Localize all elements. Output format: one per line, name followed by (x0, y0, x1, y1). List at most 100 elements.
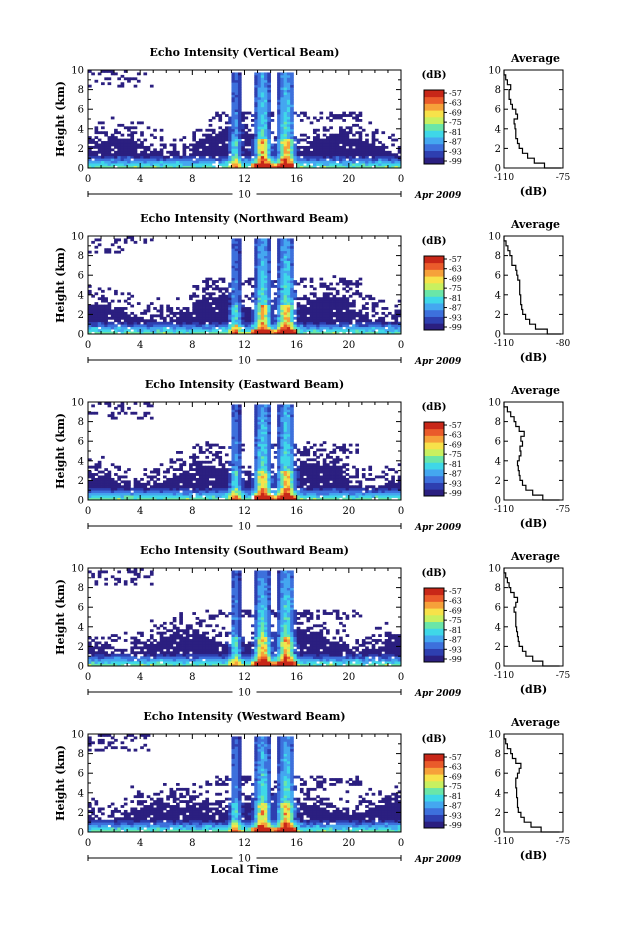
colorbar-swatch (424, 469, 444, 477)
avg-y-tick-label: 10 (488, 564, 501, 575)
colorbar-swatch (424, 455, 444, 463)
panel-3: Echo Intensity (Eastward Beam) 0 2 4 6 8 10 Hei… (54, 378, 571, 533)
colorbar-swatch (424, 780, 444, 789)
colorbar-swatch (424, 767, 444, 775)
y-tick-label: 10 (71, 232, 84, 243)
avg-x-axis-label: (dB) (520, 185, 547, 198)
y-tick-label: 10 (71, 398, 84, 409)
colorbar-unit: (dB) (422, 734, 447, 745)
average-frame (503, 69, 564, 169)
colorbar-tick-label: -57 (449, 753, 462, 762)
y-tick-label: 6 (78, 271, 84, 282)
avg-x-tick-label: -110 (494, 339, 514, 349)
avg-x-axis-label: (dB) (520, 517, 547, 530)
x-tick-label: 0 (398, 340, 404, 351)
y-tick-label: 0 (78, 330, 84, 341)
x-tick-label: 0 (85, 340, 91, 351)
colorbar-tick-label: -57 (449, 587, 462, 596)
colorbar-tick-label: -75 (449, 118, 462, 127)
heatmap-cells (88, 236, 402, 335)
average-title: Average (510, 384, 560, 397)
colorbar-swatch (424, 103, 444, 111)
y-tick-label: 2 (78, 310, 84, 321)
y-axis-label: Height (km) (54, 247, 67, 323)
avg-x-tick-label: -80 (556, 339, 571, 349)
avg-x-tick-label: -75 (556, 671, 571, 681)
date-label: Apr 2009 (414, 523, 462, 533)
colorbar-tick-label: -69 (449, 274, 462, 283)
y-tick-label: 10 (71, 66, 84, 77)
colorbar-unit: (dB) (422, 70, 447, 81)
colorbar-tick-label: -93 (449, 645, 462, 654)
average-frame (503, 733, 564, 833)
x-axis-label: Local Time (211, 863, 279, 876)
avg-x-axis-label: (dB) (520, 351, 547, 364)
panel-title: Echo Intensity (Eastward Beam) (145, 378, 344, 391)
avg-y-tick-label: 6 (495, 603, 501, 614)
colorbar-tick-label: -63 (449, 265, 462, 274)
panel-title: Echo Intensity (Westward Beam) (143, 710, 345, 723)
day-label: 10 (238, 522, 251, 533)
y-tick-label: 4 (78, 788, 84, 799)
colorbar-tick-label: -75 (449, 284, 462, 293)
x-tick-label: 0 (85, 838, 91, 849)
colorbar-swatch (424, 774, 444, 782)
y-tick-label: 6 (78, 769, 84, 780)
avg-y-tick-label: 4 (495, 622, 501, 633)
colorbar-unit: (dB) (422, 236, 447, 247)
colorbar-swatch (424, 435, 444, 443)
colorbar-swatch (424, 641, 444, 649)
x-tick-label: 12 (238, 506, 251, 517)
colorbar-tick-label: -99 (449, 157, 462, 166)
colorbar-swatch (424, 462, 444, 470)
y-tick-label: 0 (78, 828, 84, 839)
y-tick-label: 8 (78, 417, 84, 428)
colorbar-swatch (424, 475, 444, 483)
x-tick-label: 16 (290, 672, 303, 683)
colorbar-tick-label: -63 (449, 431, 462, 440)
x-tick-label: 16 (290, 174, 303, 185)
avg-x-tick-label: -110 (494, 173, 514, 183)
colorbar-swatch (424, 614, 444, 623)
x-tick-label: 4 (137, 340, 143, 351)
avg-y-tick-label: 0 (495, 662, 501, 673)
colorbar-tick-label: -69 (449, 606, 462, 615)
colorbar-swatch (424, 289, 444, 297)
x-tick-label: 20 (342, 340, 355, 351)
colorbar-swatch (424, 807, 444, 815)
colorbar-swatch (424, 814, 444, 822)
y-tick-label: 2 (78, 476, 84, 487)
x-tick-label: 16 (290, 506, 303, 517)
x-tick-label: 0 (85, 672, 91, 683)
average-frame (503, 235, 564, 335)
y-tick-label: 4 (78, 456, 84, 467)
y-tick-label: 2 (78, 642, 84, 653)
average-title: Average (510, 550, 560, 563)
colorbar-tick-label: -87 (449, 470, 462, 479)
y-tick-label: 6 (78, 603, 84, 614)
avg-y-tick-label: 0 (495, 330, 501, 341)
x-tick-label: 16 (290, 340, 303, 351)
y-tick-label: 4 (78, 290, 84, 301)
colorbar-swatch (424, 143, 444, 151)
x-tick-label: 0 (398, 174, 404, 185)
average-profile-line (503, 568, 560, 667)
y-axis-label: Height (km) (54, 579, 67, 655)
avg-x-axis-label: (dB) (520, 683, 547, 696)
colorbar-swatch (424, 137, 444, 145)
avg-y-tick-label: 0 (495, 164, 501, 175)
colorbar-tick-label: -81 (449, 294, 462, 303)
y-tick-label: 0 (78, 662, 84, 673)
x-tick-label: 8 (189, 340, 195, 351)
colorbar-swatch (424, 269, 444, 277)
x-tick-label: 8 (189, 672, 195, 683)
colorbar-unit: (dB) (422, 568, 447, 579)
colorbar-tick-label: -75 (449, 782, 462, 791)
x-tick-label: 12 (238, 174, 251, 185)
avg-y-tick-label: 10 (488, 730, 501, 741)
panel-title: Echo Intensity (Northward Beam) (140, 212, 349, 225)
colorbar-swatch (424, 648, 444, 656)
y-tick-label: 10 (71, 564, 84, 575)
colorbar-tick-label: -63 (449, 597, 462, 606)
